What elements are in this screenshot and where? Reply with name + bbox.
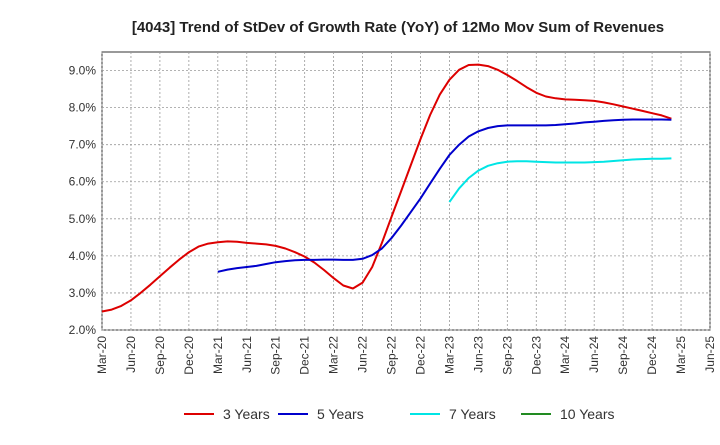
y-tick-label: 8.0%: [69, 101, 97, 115]
plot-border: [101, 51, 711, 331]
legend-item: 10 Years: [521, 406, 615, 422]
legend-item: 7 Years: [410, 406, 496, 422]
x-tick-label: Sep-20: [153, 336, 167, 375]
x-tick-label: Jun-25: [703, 336, 717, 373]
legend: 3 Years 5 Years 7 Years 10 Years: [184, 406, 615, 422]
x-tick-label: Jun-22: [356, 336, 370, 373]
x-tick-label: Dec-23: [529, 336, 543, 375]
x-axis: Mar-20 Jun-20 Sep-20 Dec-20 Mar-21 Jun-21 Sep-…: [95, 336, 717, 375]
series-line-3-years: [101, 63, 672, 313]
x-tick-label: Mar-20: [95, 336, 109, 374]
y-tick-label: 9.0%: [69, 64, 97, 78]
x-tick-label: Dec-22: [413, 336, 427, 375]
legend-label: 7 Years: [449, 406, 496, 422]
y-tick-label: 5.0%: [69, 212, 97, 226]
y-axis: 2.0% 3.0% 4.0% 5.0% 6.0% 7.0% 8.0% 9.0%: [69, 64, 97, 337]
x-tick-label: Dec-24: [645, 336, 659, 375]
x-tick-label: Mar-22: [327, 336, 341, 374]
x-tick-label: Mar-25: [674, 336, 688, 374]
y-tick-label: 3.0%: [69, 286, 97, 300]
x-tick-label: Mar-24: [558, 336, 572, 374]
x-tick-label: Sep-22: [385, 336, 399, 375]
chart-title: [4043] Trend of StDev of Growth Rate (Yo…: [132, 19, 664, 36]
x-tick-label: Dec-21: [298, 336, 312, 375]
y-tick-label: 2.0%: [69, 323, 97, 337]
series-line-7-years: [448, 157, 672, 203]
legend-item: 3 Years: [184, 406, 270, 422]
legend-label: 5 Years: [317, 406, 364, 422]
x-tick-label: Jun-24: [587, 336, 601, 373]
x-tick-label: Sep-21: [269, 336, 283, 375]
series-line-5-years: [217, 118, 672, 273]
x-tick-label: Sep-24: [616, 336, 630, 375]
x-tick-label: Jun-21: [240, 336, 254, 373]
plot-area: [101, 51, 711, 331]
x-tick-label: Sep-23: [500, 336, 514, 375]
x-tick-label: Mar-23: [442, 336, 456, 374]
x-tick-label: Jun-23: [471, 336, 485, 373]
series-lines: [101, 63, 672, 313]
x-tick-label: Mar-21: [211, 336, 225, 374]
x-tick-label: Dec-20: [182, 336, 196, 375]
x-tick-label: Jun-20: [124, 336, 138, 373]
y-tick-label: 7.0%: [69, 138, 97, 152]
y-tick-label: 6.0%: [69, 175, 97, 189]
legend-label: 10 Years: [560, 406, 615, 422]
legend-label: 3 Years: [223, 406, 270, 422]
y-tick-label: 4.0%: [69, 249, 97, 263]
legend-item: 5 Years: [278, 406, 364, 422]
